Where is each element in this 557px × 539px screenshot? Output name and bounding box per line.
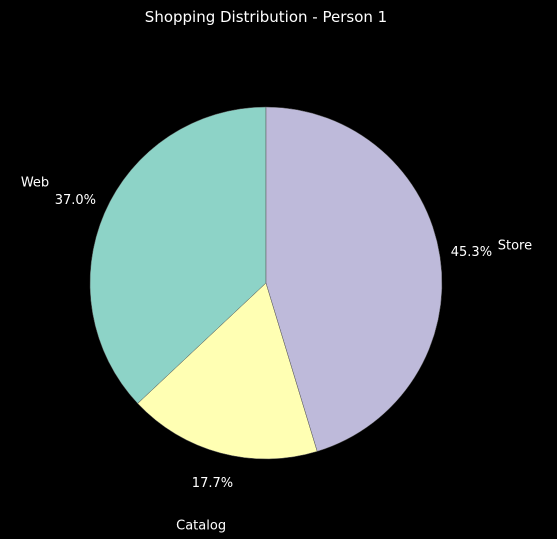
pie-slice-web <box>89 106 267 404</box>
pie-percent-label: 37.0% <box>55 193 96 208</box>
pie-labels: 37.0% Web 17.7% Catalog 45.3% Store <box>21 176 532 534</box>
pie-slices <box>89 106 443 460</box>
pie-percent-label: 17.7% <box>192 476 233 491</box>
pie-category-label: Web <box>21 176 49 191</box>
pie-category-label: Catalog <box>176 519 226 534</box>
pie-percent-label: 45.3% <box>451 245 492 260</box>
pie-slice-catalog <box>137 282 318 460</box>
pie-slice-store <box>265 106 443 452</box>
chart-title: Shopping Distribution - Person 1 <box>145 8 387 26</box>
pie-category-label: Store <box>498 238 532 253</box>
